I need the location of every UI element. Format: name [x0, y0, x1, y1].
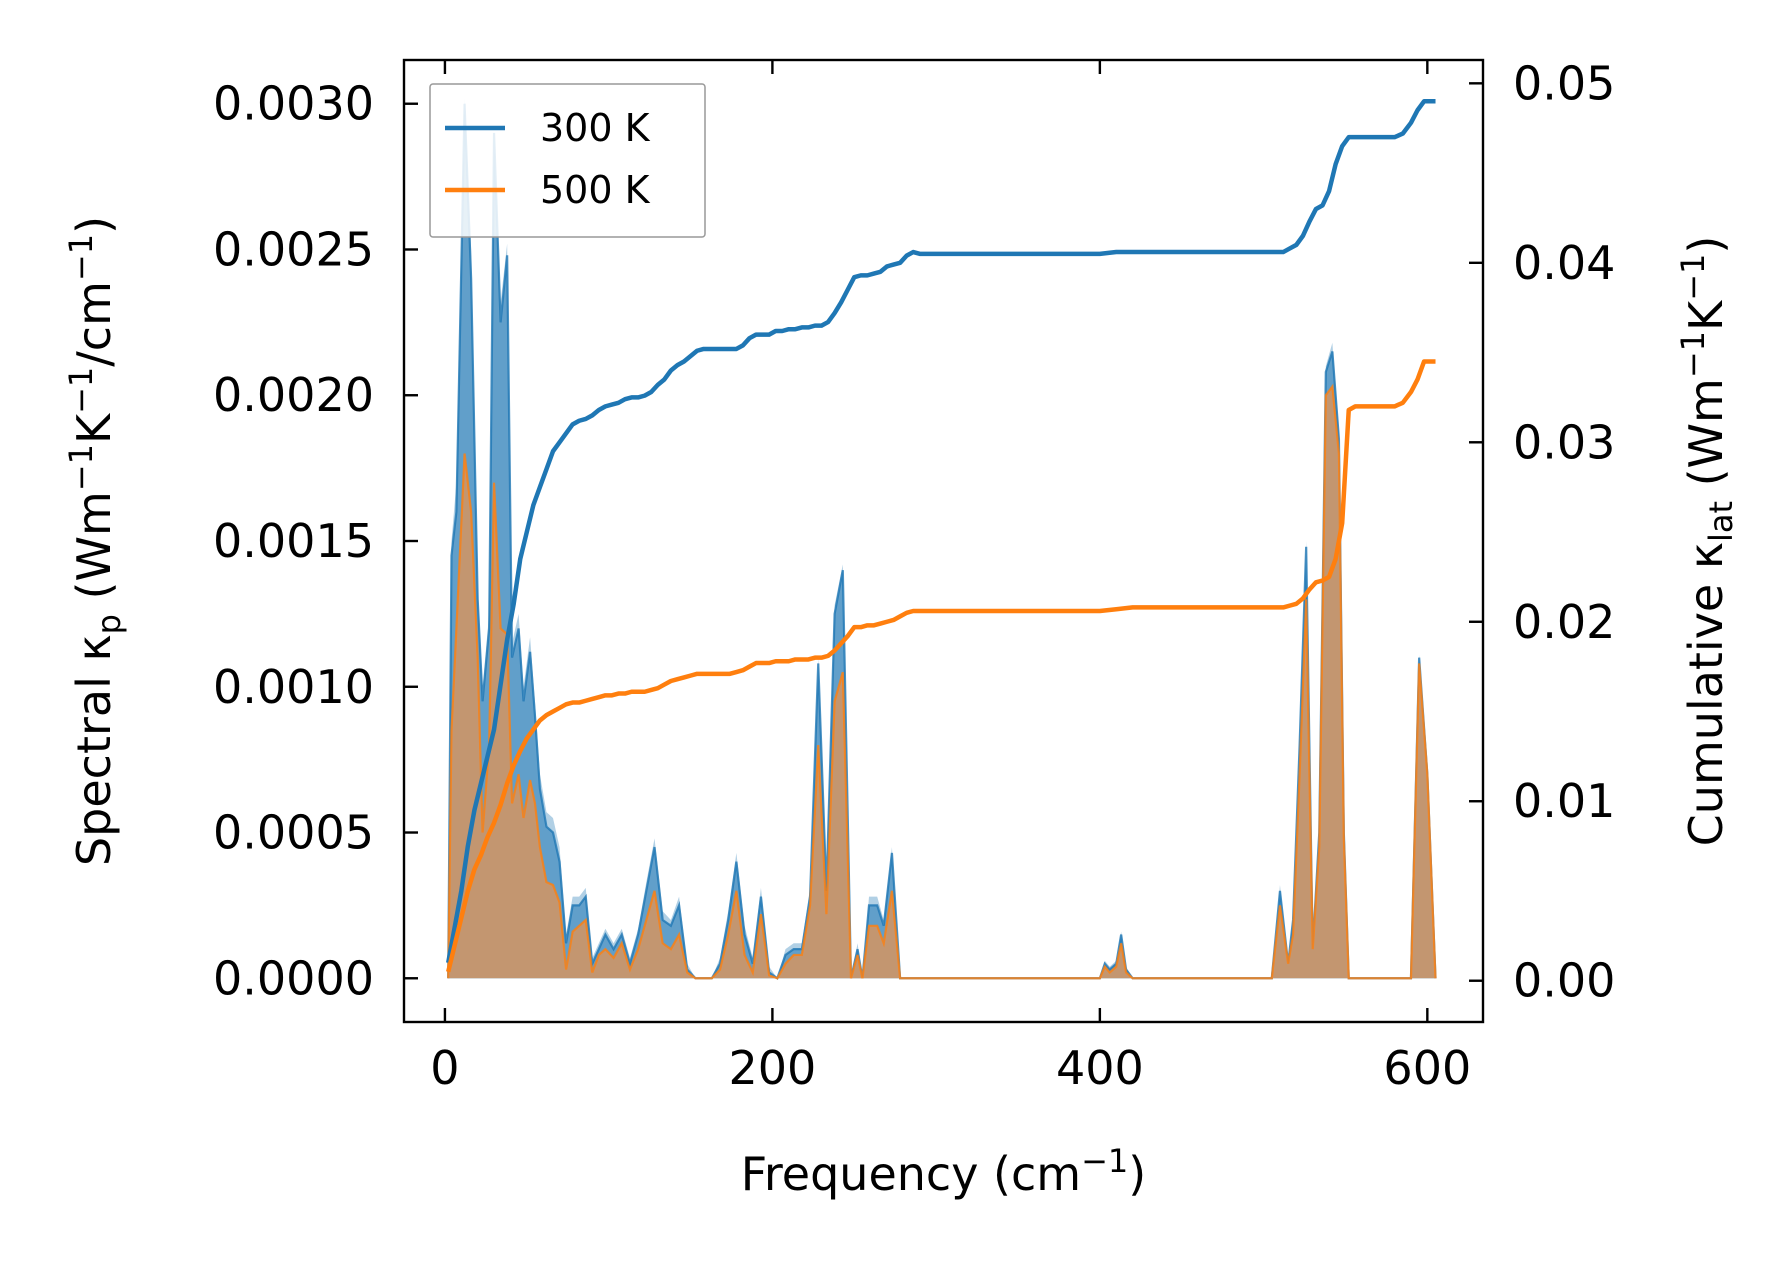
ylabel-left-sub: p	[90, 614, 128, 634]
ylabel-left-mid1: (Wm	[67, 491, 121, 614]
ylabel-left-sup2: −1	[62, 367, 100, 414]
y-left-tick-label: 0.0005	[213, 806, 374, 860]
spectral-line-1	[447, 383, 1437, 980]
y-left-tick-label: 0.0025	[213, 222, 374, 276]
y-right-tick-label: 0.03	[1513, 415, 1615, 469]
ylabel-right-mid2: K	[1679, 299, 1733, 331]
legend: 300 K 500 K	[429, 83, 706, 238]
ylabel-right-sup2: −1	[1674, 254, 1712, 301]
ylabel-left-mid2: K	[67, 412, 121, 444]
y-left-tick-label: 0.0000	[213, 951, 374, 1005]
spectral-area-1	[448, 386, 1436, 979]
y-axis-left-title: Spectral κp (Wm−1K−1/cm−1)	[62, 216, 128, 866]
tick-layer: 0 200 400 600 0.0000 0.0005 0.0010 0.0015 0.0020…	[213, 56, 1615, 1095]
ylabel-left-sup3: −1	[62, 234, 100, 281]
ylabel-right-tail: )	[1679, 236, 1733, 254]
cumulative-line-1	[446, 359, 1436, 973]
ylabel-right-pre: Cumulative κ	[1679, 542, 1733, 846]
legend-label-300k: 300 K	[540, 106, 651, 150]
legend-label-500k: 500 K	[540, 168, 651, 212]
x-axis-title: Frequency (cm−1)	[741, 1142, 1146, 1201]
ylabel-right-mid1: (Wm	[1679, 378, 1733, 501]
ylabel-left-mid3: /cm	[67, 281, 121, 367]
y-left-tick-label: 0.0015	[213, 514, 374, 568]
x-tick-label: 400	[1056, 1041, 1144, 1095]
ylabel-left-pre: Spectral κ	[67, 634, 121, 866]
cumulative-line-0	[445, 99, 1436, 964]
line-layer	[445, 99, 1436, 973]
y-left-tick-label: 0.0010	[213, 660, 374, 714]
y-right-tick-label: 0.00	[1513, 954, 1615, 1008]
y-right-tick-label: 0.02	[1513, 595, 1615, 649]
x-axis-title-main: Frequency (cm	[741, 1147, 1081, 1201]
legend-box	[429, 83, 706, 238]
spectral-area-layer	[447, 97, 1437, 981]
x-tick-label: 200	[728, 1041, 816, 1095]
x-tick-label: 600	[1383, 1041, 1471, 1095]
x-axis-title-tail: )	[1128, 1147, 1146, 1201]
ylabel-left-tail: )	[67, 216, 121, 234]
ylabel-left-sup1: −1	[62, 444, 100, 491]
ylabel-right-sub: lat	[1702, 501, 1740, 542]
y-left-tick-label: 0.0020	[213, 368, 374, 422]
y-right-tick-label: 0.04	[1513, 236, 1615, 290]
x-axis-title-sup: −1	[1081, 1142, 1128, 1180]
x-tick-label: 0	[430, 1041, 459, 1095]
y-right-tick-label: 0.01	[1513, 774, 1615, 828]
y-axis-right-title: Cumulative κlat (Wm−1K−1)	[1674, 236, 1740, 847]
y-left-tick-label: 0.0030	[213, 77, 374, 131]
y-right-tick-label: 0.05	[1513, 56, 1615, 110]
ylabel-right-sup1: −1	[1674, 331, 1712, 378]
